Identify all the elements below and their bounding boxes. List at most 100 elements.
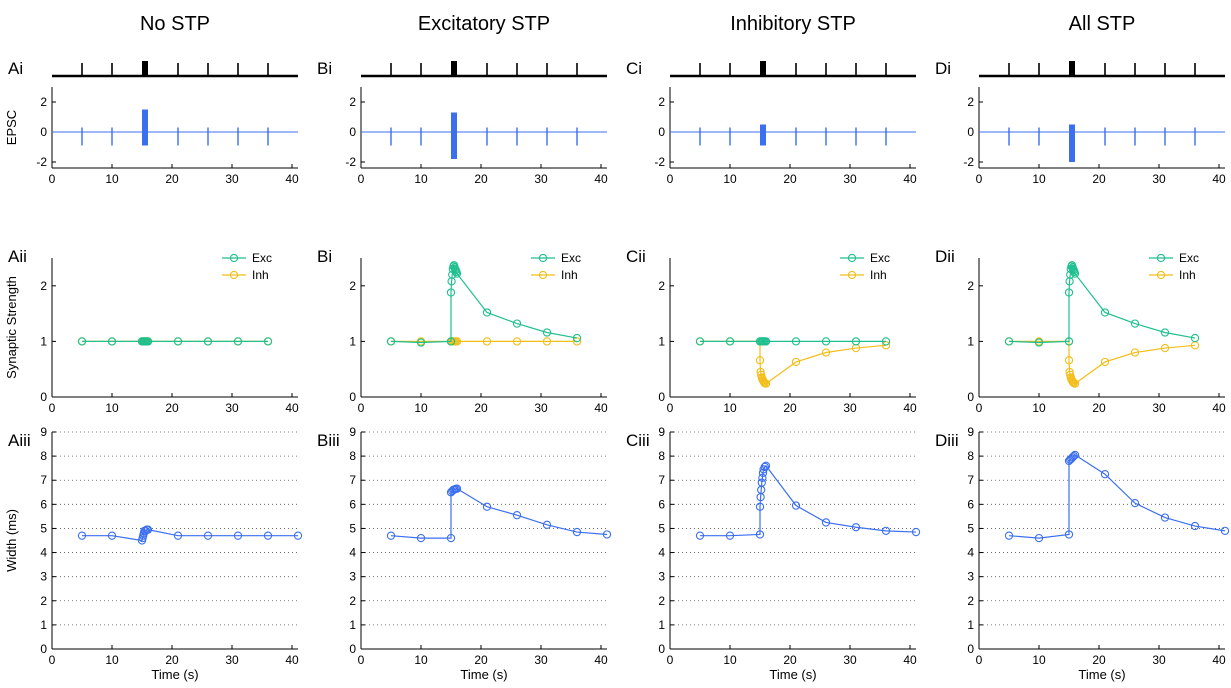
y-tick-label: -2	[345, 155, 356, 169]
legend-inh-marker	[229, 270, 239, 280]
y-tick-label: 0	[40, 390, 47, 404]
x-tick-label: 10	[414, 401, 428, 415]
column-title: No STP	[140, 13, 210, 35]
width-data-point	[1069, 451, 1078, 461]
x-tick-label: 20	[783, 172, 797, 186]
width-data-point	[293, 531, 303, 540]
x-tick-label: 30	[1152, 172, 1166, 186]
y-tick-label: 2	[40, 95, 47, 109]
x-tick-label: 30	[534, 401, 548, 415]
x-tick-label: 20	[165, 401, 179, 415]
legend-exc-label: Exc	[870, 251, 890, 265]
inh-data-point	[452, 337, 462, 346]
exc-data-point	[1070, 269, 1080, 278]
legend-exc-marker	[1156, 253, 1166, 263]
exc-data-point	[881, 337, 891, 346]
exc-data-point	[107, 337, 117, 346]
y-tick-label: 4	[967, 546, 974, 560]
y-tick-label: 7	[658, 473, 665, 487]
legend-inh-label: Inh	[870, 268, 887, 282]
y-tick-label: 8	[40, 449, 47, 463]
x-tick-label: 30	[534, 172, 548, 186]
exc-data-point	[233, 337, 243, 346]
x-tick-label: 40	[594, 401, 608, 415]
y-tick-label: 6	[658, 497, 665, 511]
y-tick-label: 0	[967, 642, 974, 656]
exc-data-point	[851, 337, 861, 346]
exc-data-point	[761, 337, 771, 346]
width-data-point	[1160, 513, 1170, 522]
exc-data-point	[77, 337, 87, 346]
exc-data-point	[791, 337, 801, 346]
width-data-point	[695, 531, 705, 540]
y-tick-label: 5	[658, 521, 665, 535]
exc-data-point	[1034, 338, 1044, 347]
x-tick-label: 40	[594, 653, 608, 667]
x-tick-label: 30	[843, 172, 857, 186]
y-tick-label: 0	[658, 390, 665, 404]
strength-y-axis-label: Synaptic Strength	[4, 276, 19, 379]
exc-data-point	[203, 337, 213, 346]
column-title: Inhibitory STP	[730, 13, 856, 35]
y-tick-label: 2	[349, 279, 356, 293]
y-tick-label: -2	[36, 155, 47, 169]
panel-label: Aiii	[8, 431, 31, 450]
y-tick-label: 1	[967, 618, 974, 632]
x-tick-label: 40	[285, 401, 299, 415]
exc-data-point	[143, 337, 153, 346]
x-tick-label: 40	[903, 172, 917, 186]
exc-series-line	[1008, 263, 1196, 344]
y-tick-label: 2	[349, 594, 356, 608]
panel-label: Cii	[626, 247, 646, 266]
inh-data-point	[542, 337, 552, 346]
x-tick-label: 20	[165, 172, 179, 186]
exc-data-point	[386, 337, 396, 346]
width-data-point	[761, 461, 771, 470]
y-tick-label: 8	[349, 449, 356, 463]
width-series-line	[700, 464, 917, 537]
exc-data-point	[512, 319, 522, 328]
exc-data-point	[452, 269, 462, 278]
epsc-burst	[1069, 124, 1075, 162]
y-tick-label: 1	[349, 618, 356, 632]
y-tick-label: 5	[967, 521, 974, 535]
y-tick-label: 2	[658, 594, 665, 608]
exc-data-point	[1064, 288, 1074, 297]
y-tick-label: 2	[967, 279, 974, 293]
width-data-point	[1070, 450, 1080, 460]
epsc-y-axis-label: EPSC	[4, 110, 19, 145]
stimulus-burst	[142, 61, 148, 76]
y-tick-label: -2	[963, 155, 974, 169]
x-tick-label: 40	[1212, 653, 1226, 667]
y-tick-label: 7	[349, 473, 356, 487]
y-tick-label: 1	[40, 618, 47, 632]
x-tick-label: 20	[474, 653, 488, 667]
inh-data-point	[1130, 348, 1140, 357]
y-tick-label: 1	[658, 334, 665, 348]
width-data-point	[512, 511, 522, 520]
inh-data-point	[1160, 343, 1170, 353]
panel-label: Ai	[8, 59, 23, 78]
inh-data-point	[1064, 356, 1074, 365]
y-tick-label: 6	[967, 497, 974, 511]
width-data-point	[755, 530, 765, 539]
width-series-line	[1008, 454, 1226, 539]
y-tick-label: 4	[40, 546, 47, 560]
x-tick-label: 10	[414, 653, 428, 667]
y-tick-label: 0	[40, 125, 47, 139]
x-axis-label: Time (s)	[1078, 667, 1125, 682]
y-tick-label: 2	[658, 279, 665, 293]
width-series-line	[390, 488, 608, 539]
y-tick-label: 2	[967, 594, 974, 608]
y-tick-label: 6	[349, 497, 356, 511]
width-data-point	[602, 530, 612, 539]
panel-label: Di	[935, 59, 951, 78]
exc-data-point	[542, 328, 552, 337]
x-tick-label: 30	[534, 653, 548, 667]
width-data-point	[173, 531, 183, 540]
legend-exc-label: Exc	[1179, 251, 1199, 265]
exc-data-point	[1130, 319, 1140, 328]
y-tick-label: 0	[967, 390, 974, 404]
exc-data-point	[263, 337, 273, 346]
x-tick-label: 40	[903, 401, 917, 415]
